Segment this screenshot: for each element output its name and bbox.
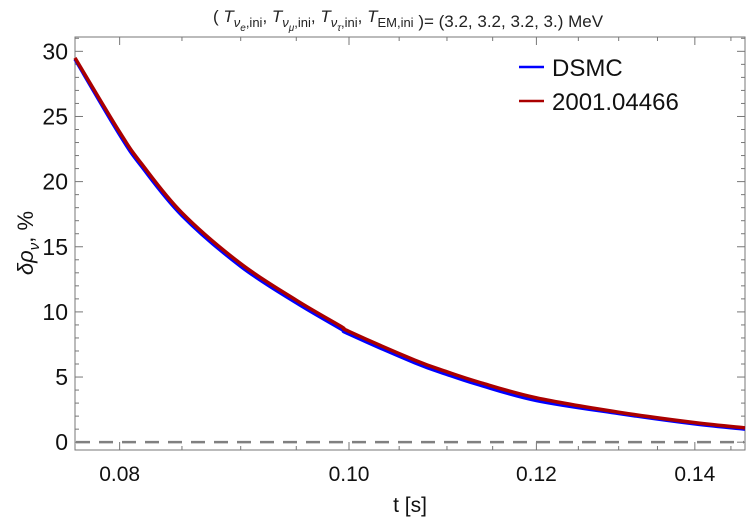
- chart-title: ( Tνe,ini, Tνμ,ini, Tντ,ini, TEM,ini )= …: [213, 7, 604, 34]
- x-axis-label: t [s]: [393, 494, 427, 517]
- legend: DSMC 2001.04466: [519, 55, 679, 116]
- title-subscript: ν: [282, 15, 289, 30]
- x-tick-label: 0.08: [99, 463, 140, 486]
- y-tick-label: 25: [42, 103, 68, 129]
- title-subsubscript: μ: [288, 23, 295, 34]
- title-sep: ,: [358, 7, 367, 26]
- title-symbol: T: [272, 7, 284, 26]
- title-items: Tνe,ini, Tνμ,ini, Tντ,ini, TEM,ini: [223, 7, 413, 34]
- title-prefix: (: [213, 7, 219, 26]
- y-tick-labels: 0 5 10 15 20 25 30: [42, 38, 68, 455]
- title-tail: ,ini: [341, 15, 358, 30]
- title-sep: ,: [311, 7, 320, 26]
- x-tick-label: 0.14: [674, 463, 715, 486]
- legend-label-dsmc: DSMC: [552, 55, 623, 82]
- title-tail: ,ini: [246, 15, 263, 30]
- plot-frame: [74, 36, 746, 451]
- title-subscript: ν: [331, 15, 338, 30]
- y-tick-label: 10: [42, 299, 68, 325]
- y-tick-label: 20: [42, 169, 68, 195]
- title-tail: ,ini: [294, 15, 311, 30]
- y-tick-label: 5: [55, 364, 68, 390]
- title-symbol: T: [320, 7, 332, 26]
- y-label-unit: , %: [13, 211, 38, 243]
- x-tick-label: 0.10: [329, 463, 370, 486]
- title-symbol: T: [223, 7, 235, 26]
- y-tick-label: 15: [42, 234, 68, 260]
- y-label-main: δρ: [13, 250, 38, 275]
- title-subscript: EM,ini: [377, 15, 413, 30]
- title-subsubscript: τ: [337, 23, 342, 34]
- title-sep: ,: [262, 7, 271, 26]
- y-label-sub: ν: [26, 242, 43, 250]
- series-group: [73, 56, 746, 431]
- x-tick-labels: 0.08 0.10 0.12 0.14: [99, 463, 715, 486]
- title-suffix: )= (3.2, 3.2, 3.2, 3.) MeV: [418, 12, 603, 31]
- x-tick-label: 0.12: [516, 463, 557, 486]
- y-axis-label: δρν, %: [13, 211, 43, 275]
- title-subscript: ν: [234, 15, 241, 30]
- legend-label-2001-04466: 2001.04466: [552, 89, 679, 116]
- title-subsubscript: e: [240, 23, 246, 34]
- y-tick-label: 30: [42, 38, 68, 64]
- title-symbol: T: [367, 7, 379, 26]
- series-line-2001-04466: [73, 56, 746, 430]
- y-tick-label: 0: [55, 429, 68, 455]
